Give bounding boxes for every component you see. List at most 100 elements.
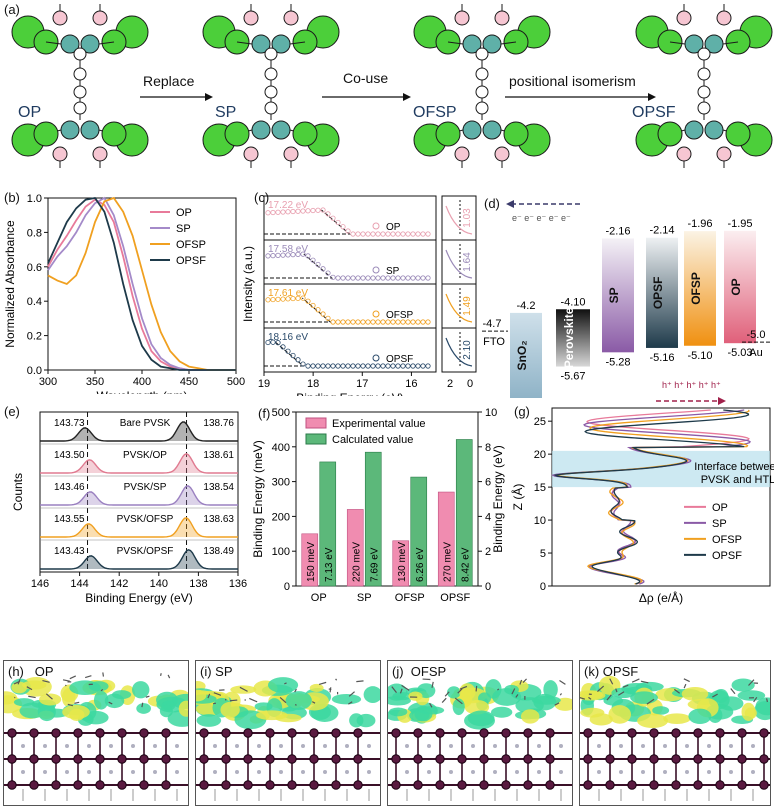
bar-calculated-opsf [455,439,473,587]
legend-marker-opsf [372,354,380,362]
lattice-atom [693,754,703,764]
htl-bond [167,674,171,679]
fit-line-opsf [264,341,305,367]
data-point-op [305,208,311,214]
peak2-label: 138.76 [203,418,234,429]
data-point-opsf [335,363,341,369]
organic-cation [471,744,475,748]
data-point-op [350,231,356,237]
series-name: Bare PVSK [120,418,171,429]
band-name: SP [607,287,621,303]
lattice-atom [309,780,319,790]
organic-cation [729,744,733,748]
y-right-tick-label: 0 [485,581,491,593]
charge-isosurface [637,713,669,729]
molecule-sp-label: SP [215,104,237,121]
fto-name: FTO [483,336,505,348]
data-point-sp [325,270,331,276]
lattice-atom [51,754,61,764]
band-top-level: -4.2 [517,300,536,312]
data-point-ofsp [390,319,396,325]
data-point-op [335,219,341,226]
arrow-label-replace: Replace [143,73,195,89]
htl-bond [753,696,758,703]
htl-bond [335,678,338,681]
y-right-tick-label: 2 [485,546,491,558]
band-top-level: -2.14 [649,225,674,237]
y-right-tick-label: 8 [485,442,491,454]
y-tick-label: 0.0 [27,365,42,377]
organic-cation [131,770,135,774]
peak-fill-0 [40,422,238,441]
organic-cation [43,744,47,748]
data-point-op [280,209,286,215]
data-point-ofsp [275,296,281,302]
band-2 [602,238,634,353]
htl-bond [459,685,468,690]
panel-d-label: (d) [484,196,500,211]
y-left-tick-label: 400 [272,442,290,454]
data-point-ofsp [370,319,376,325]
charge-isosurface [331,693,362,705]
htl-bond [609,678,614,685]
data-point-opsf [265,339,271,346]
htl-bond [62,679,70,682]
y-tick-label: 0.6 [27,262,42,274]
lattice-atom [265,754,275,764]
band-1 [556,309,590,367]
data-point-sp [370,275,376,281]
organic-cation [619,770,623,774]
lattice-atom [331,754,341,764]
x-axis-label: Wavelength (nm) [97,389,188,394]
data-point-ofsp [295,295,301,301]
band-bottom-level: -5.16 [649,352,674,364]
x-axis-label: Δρ (e/Å) [639,590,683,605]
snapshot-op-structure [4,672,188,801]
htl-bond [294,704,297,706]
panel-f-binding-energy-chart: 0 100 200 300 400 500 0 2 4 6 8 10 150 meV 7.13 eV OP 2… [251,407,505,604]
lattice-atom [671,780,681,790]
lattice-atom [627,728,637,738]
lattice-atom [353,754,363,764]
x-tick-label: 300 [39,376,57,388]
htl-bond [497,688,500,691]
peak1-label: 143.46 [54,482,85,493]
organic-cation [751,770,755,774]
htl-bond [244,699,247,701]
data-point-sp [310,257,316,263]
data-point-sp [410,275,416,281]
inset-curve-sp [445,249,473,279]
organic-cation [175,770,179,774]
snapshot-opsf [579,660,771,806]
legend-marker-op [372,222,380,230]
cutoff-label-sp: 17.58 eV [268,244,308,255]
organic-cation [367,744,371,748]
organic-cation [663,744,667,748]
organic-cation [345,770,349,774]
organic-cation [515,770,519,774]
data-point-opsf [270,339,276,345]
lattice-atom [161,780,171,790]
legend-label-ofsp: OFSP [176,239,206,251]
data-point-sp [305,253,311,259]
data-point-ofsp [385,319,391,325]
lattice-atom [243,780,253,790]
lattice-atom [7,754,17,764]
panel-c-label: (c) [254,190,270,205]
arrow-label-co-use: Co-use [343,70,389,86]
data-point-opsf [400,363,406,369]
lattice-atom [737,728,747,738]
lattice-atom [501,728,511,738]
snapshot-ofsp-structure [388,678,572,801]
x-tick-label: 146 [31,578,49,590]
lattice-atom [221,754,231,764]
organic-cation [707,744,711,748]
data-point-op [365,231,371,237]
lattice-atom [391,780,401,790]
htl-bond [640,680,649,684]
lattice-atom [605,780,615,790]
organic-cation [153,744,157,748]
data-point-sp [395,275,401,281]
data-point-opsf [285,348,291,354]
data-point-opsf [415,363,421,369]
